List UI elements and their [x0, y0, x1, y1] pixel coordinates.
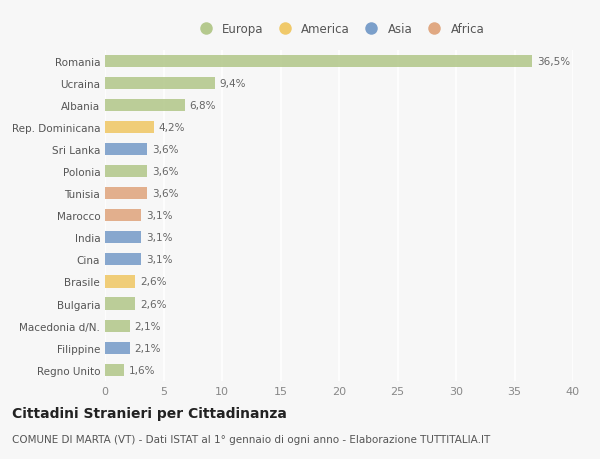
Bar [105, 232, 141, 244]
Text: 2,1%: 2,1% [134, 343, 161, 353]
Legend: Europa, America, Asia, Africa: Europa, America, Asia, Africa [189, 18, 489, 41]
Text: 3,6%: 3,6% [152, 145, 178, 155]
Bar [105, 122, 154, 134]
Text: COMUNE DI MARTA (VT) - Dati ISTAT al 1° gennaio di ogni anno - Elaborazione TUTT: COMUNE DI MARTA (VT) - Dati ISTAT al 1° … [12, 434, 490, 444]
Text: 3,1%: 3,1% [146, 211, 172, 221]
Text: 3,1%: 3,1% [146, 233, 172, 243]
Bar [105, 210, 141, 222]
Text: 1,6%: 1,6% [128, 365, 155, 375]
Bar [105, 166, 147, 178]
Bar [105, 100, 185, 112]
Bar [105, 342, 130, 354]
Bar [105, 144, 147, 156]
Bar [105, 56, 532, 67]
Text: 2,6%: 2,6% [140, 299, 167, 309]
Bar [105, 320, 130, 332]
Bar [105, 254, 141, 266]
Text: 3,6%: 3,6% [152, 167, 178, 177]
Bar [105, 78, 215, 90]
Text: 3,6%: 3,6% [152, 189, 178, 199]
Text: Cittadini Stranieri per Cittadinanza: Cittadini Stranieri per Cittadinanza [12, 406, 287, 420]
Text: 9,4%: 9,4% [220, 78, 246, 89]
Text: 4,2%: 4,2% [159, 123, 185, 133]
Bar [105, 298, 136, 310]
Text: 36,5%: 36,5% [537, 56, 570, 67]
Bar [105, 364, 124, 376]
Text: 2,6%: 2,6% [140, 277, 167, 287]
Text: 3,1%: 3,1% [146, 255, 172, 265]
Text: 6,8%: 6,8% [189, 101, 216, 111]
Bar [105, 188, 147, 200]
Bar [105, 276, 136, 288]
Text: 2,1%: 2,1% [134, 321, 161, 331]
